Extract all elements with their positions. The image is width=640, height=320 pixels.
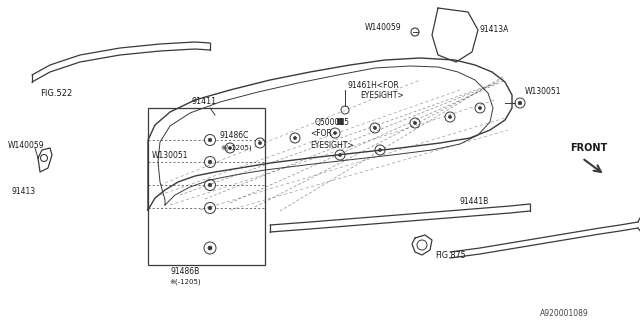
Circle shape: [208, 183, 212, 187]
Circle shape: [339, 154, 342, 156]
Circle shape: [208, 206, 212, 210]
Text: 91486C: 91486C: [220, 132, 250, 140]
Text: 91486B: 91486B: [170, 268, 200, 276]
Circle shape: [208, 160, 212, 164]
Text: ※(-1205): ※(-1205): [220, 145, 252, 151]
Circle shape: [208, 138, 212, 142]
Circle shape: [228, 147, 232, 149]
Circle shape: [374, 126, 376, 130]
Text: <FOR: <FOR: [310, 130, 332, 139]
Circle shape: [518, 101, 522, 105]
Circle shape: [449, 116, 451, 118]
Circle shape: [413, 122, 417, 124]
Circle shape: [294, 137, 296, 140]
Circle shape: [333, 132, 337, 134]
Circle shape: [378, 148, 381, 151]
Text: 91411: 91411: [192, 98, 217, 107]
Text: W130051: W130051: [152, 150, 189, 159]
Text: W140059: W140059: [365, 23, 402, 33]
Text: W130051: W130051: [525, 87, 561, 97]
Text: W140059: W140059: [8, 140, 45, 149]
Text: ※(-1205): ※(-1205): [169, 279, 201, 285]
Text: A920001089: A920001089: [540, 309, 589, 318]
Text: 91413A: 91413A: [480, 26, 509, 35]
Circle shape: [259, 141, 262, 145]
Text: 91461H<FOR: 91461H<FOR: [348, 81, 400, 90]
Bar: [337, 118, 343, 124]
Text: 91413: 91413: [12, 188, 36, 196]
Circle shape: [479, 107, 481, 109]
Text: FIG.875: FIG.875: [435, 251, 466, 260]
Circle shape: [208, 246, 212, 250]
Text: Q500015: Q500015: [315, 118, 350, 127]
Bar: [148, 108, 265, 265]
Text: EYESIGHT>: EYESIGHT>: [360, 92, 404, 100]
Text: FIG.522: FIG.522: [40, 89, 72, 98]
Text: FRONT: FRONT: [570, 143, 607, 153]
Text: 91441B: 91441B: [460, 197, 489, 206]
Text: EYESIGHT>: EYESIGHT>: [310, 140, 354, 149]
